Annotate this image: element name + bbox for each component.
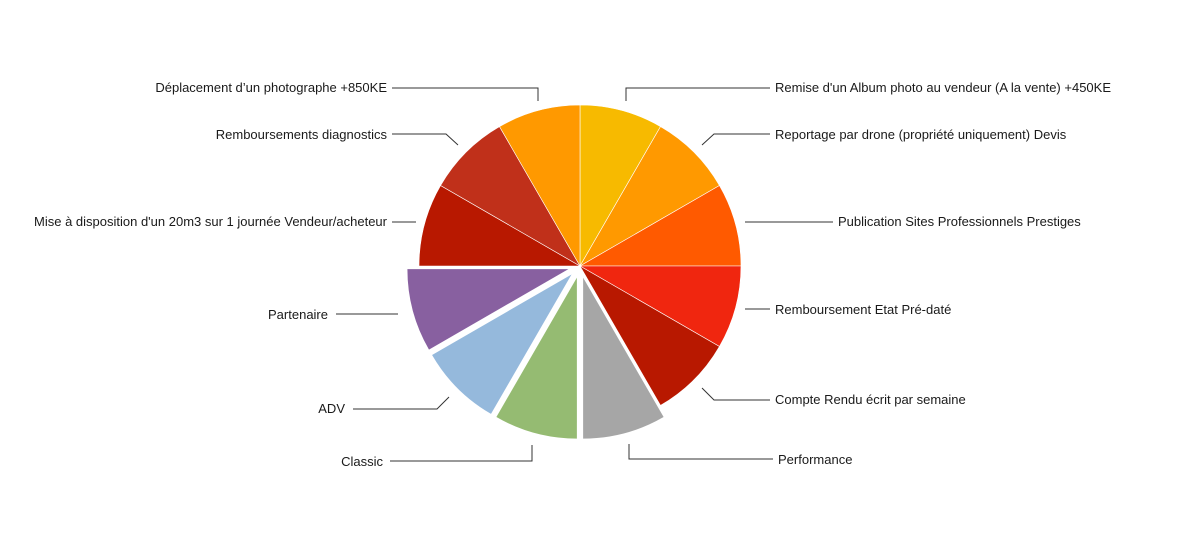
slice-label-reportage-par-drone-propriete-uniquement: Reportage par drone (propriété uniquemen… (775, 127, 1067, 142)
leader-line-deplacement-d-un-photographe-850ke (392, 87, 539, 101)
pie-slice-compte-rendu-ecrit-par-semaine (579, 265, 720, 406)
leader-lines (336, 87, 833, 462)
slice-label-performance: Performance (778, 452, 852, 467)
slice-label-remboursement-etat-pre-date: Remboursement Etat Pré-daté (775, 302, 951, 317)
slice-label-adv: ADV (318, 401, 345, 416)
pie-slices (407, 104, 742, 439)
leader-line-reportage-par-drone-propriete-uniquement (701, 133, 770, 146)
leader-line-remise-d-un-album-photo-au-vendeur-a-la- (625, 87, 770, 101)
leader-line-performance (628, 444, 773, 460)
pie-slice-classic (496, 277, 577, 439)
leader-line-remboursements-diagnostics (392, 133, 459, 146)
pie-slice-partenaire (407, 269, 569, 350)
slice-label-remise-d-un-album-photo-au-vendeur-a-la-: Remise d'un Album photo au vendeur (A la… (775, 80, 1111, 95)
slice-label-partenaire: Partenaire (268, 307, 328, 322)
slice-label-deplacement-d-un-photographe-850ke: Déplacement d’un photographe +850KE (155, 80, 387, 95)
slice-label-mise-a-disposition-d-un-20m3-sur-1-journ: Mise à disposition d'un 20m3 sur 1 journ… (34, 214, 388, 229)
slice-label-compte-rendu-ecrit-par-semaine: Compte Rendu écrit par semaine (775, 392, 966, 407)
pie-slice-deplacement-d-un-photographe-850ke (499, 104, 581, 268)
slice-label-publication-sites-professionnels-prestig: Publication Sites Professionnels Prestig… (838, 214, 1081, 229)
slice-label-remboursements-diagnostics: Remboursements diagnostics (216, 127, 388, 142)
pie-slice-performance (583, 277, 664, 439)
slice-label-classic: Classic (341, 454, 383, 469)
leader-line-adv (353, 396, 450, 410)
pie-slice-adv (432, 274, 572, 414)
leader-line-compte-rendu-ecrit-par-semaine (701, 387, 770, 401)
slice-labels: Remise d'un Album photo au vendeur (A la… (34, 80, 1111, 469)
leader-line-classic (390, 445, 533, 462)
